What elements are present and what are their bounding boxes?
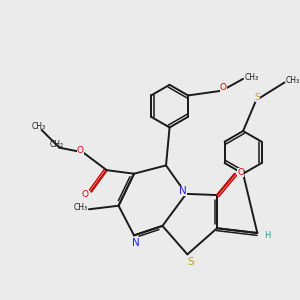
Text: S: S [255,93,260,102]
Text: H: H [265,232,271,241]
Text: CH₃: CH₃ [244,73,259,82]
Text: S: S [187,257,194,267]
Text: O: O [237,168,244,177]
Text: CH₃: CH₃ [32,122,46,131]
Text: CH₃: CH₃ [74,203,88,212]
Text: O: O [76,146,83,155]
Text: O: O [220,83,227,92]
Text: N: N [132,238,140,248]
Text: CH₂: CH₂ [49,140,63,149]
Text: CH₃: CH₃ [286,76,300,85]
Text: N: N [179,186,187,196]
Text: O: O [82,190,89,199]
